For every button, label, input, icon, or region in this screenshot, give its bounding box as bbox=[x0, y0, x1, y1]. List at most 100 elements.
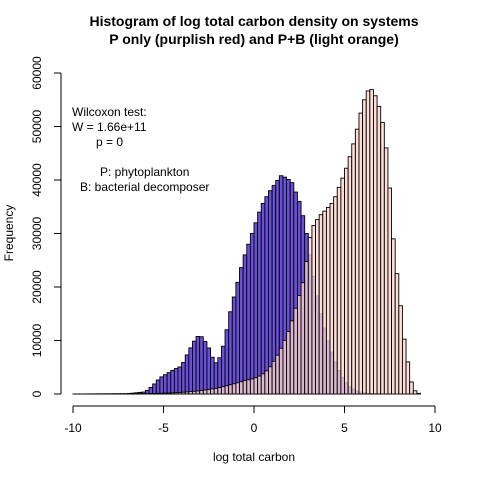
histogram-bar bbox=[286, 331, 291, 395]
y-tick-label: 40000 bbox=[30, 163, 44, 197]
histogram-bar bbox=[322, 210, 327, 395]
histogram-bar bbox=[217, 387, 222, 395]
histogram-bar bbox=[347, 156, 353, 395]
histogram-bar bbox=[163, 392, 168, 395]
histogram-bar bbox=[318, 214, 324, 395]
wilcoxon-annotation: Wilcoxon test: W = 1.66e+11 p = 0 bbox=[72, 105, 147, 149]
histogram-bar bbox=[344, 167, 349, 395]
histogram-bar bbox=[170, 370, 175, 395]
histogram-bar bbox=[202, 389, 208, 395]
histogram-bar bbox=[199, 390, 204, 395]
histogram-bar bbox=[387, 187, 393, 395]
histogram-bar bbox=[354, 128, 360, 395]
y-tick-label: 50000 bbox=[30, 109, 44, 143]
histogram-bar bbox=[152, 393, 157, 395]
histogram-bar bbox=[202, 341, 208, 395]
x-tick-label: -10 bbox=[64, 421, 82, 435]
histogram-bar bbox=[394, 273, 400, 395]
histogram-bar bbox=[340, 177, 345, 395]
histogram-bar bbox=[163, 374, 168, 395]
histogram-bar bbox=[409, 381, 414, 395]
x-tick-label: 10 bbox=[428, 421, 442, 435]
chart-subtitle: P only (purplish red) and P+B (light ora… bbox=[109, 31, 398, 47]
histogram-bar bbox=[249, 233, 255, 395]
histogram-bar bbox=[412, 390, 418, 395]
histogram-bar bbox=[282, 339, 288, 395]
histogram-bar bbox=[184, 354, 190, 395]
histogram-bar bbox=[181, 361, 186, 395]
histogram-bar bbox=[224, 385, 230, 395]
histogram-bar bbox=[391, 238, 396, 395]
histogram-bar bbox=[271, 360, 277, 395]
histogram-bar bbox=[293, 307, 298, 395]
histogram-bar bbox=[264, 196, 269, 395]
histogram-bar bbox=[231, 296, 237, 395]
histogram-bar bbox=[296, 295, 302, 395]
histogram-bar bbox=[173, 368, 179, 395]
x-tick-label: 5 bbox=[341, 421, 348, 435]
histogram-bar bbox=[275, 354, 280, 395]
histogram-bar bbox=[155, 392, 161, 395]
histogram-bar bbox=[188, 391, 193, 395]
histogram-bar bbox=[192, 390, 197, 395]
histogram-bar bbox=[304, 261, 309, 395]
histogram-bar bbox=[159, 376, 164, 395]
histogram-bar bbox=[181, 391, 186, 395]
histogram-bar bbox=[398, 305, 403, 395]
histogram-bars bbox=[72, 89, 421, 395]
wilcoxon-title: Wilcoxon test: bbox=[72, 105, 147, 119]
histogram-bar bbox=[268, 366, 273, 395]
abbreviation-legend: P: phytoplankton B: bacterial decomposer bbox=[80, 165, 209, 194]
histogram-bar bbox=[264, 370, 269, 395]
histogram-bar bbox=[380, 122, 385, 395]
histogram-bar bbox=[206, 347, 212, 395]
y-tick-label: 10000 bbox=[30, 323, 44, 357]
legend-phytoplankton: P: phytoplankton bbox=[100, 165, 189, 179]
histogram-bar bbox=[336, 186, 342, 395]
y-tick-label: 20000 bbox=[30, 270, 44, 304]
histogram-bar bbox=[311, 225, 316, 395]
histogram-bar bbox=[249, 378, 255, 395]
histogram-bar bbox=[351, 143, 356, 395]
histogram-bar bbox=[195, 390, 201, 395]
histogram-bar bbox=[289, 320, 295, 395]
histogram-bar bbox=[173, 392, 179, 395]
x-axis-label: log total carbon bbox=[213, 450, 295, 464]
histogram-bar bbox=[257, 211, 262, 395]
histogram-bar bbox=[383, 147, 389, 395]
histogram-bar bbox=[148, 387, 154, 395]
histogram-bar bbox=[315, 219, 320, 395]
histogram-bar bbox=[184, 391, 190, 395]
histogram-bar bbox=[260, 202, 266, 395]
y-axis-label: Frequency bbox=[2, 205, 16, 262]
histogram-bar bbox=[206, 389, 212, 395]
histogram-bar bbox=[362, 99, 367, 395]
histogram-bar bbox=[405, 361, 411, 395]
histogram-bar bbox=[329, 202, 335, 395]
x-tick-label: -5 bbox=[158, 421, 169, 435]
histogram-bar bbox=[220, 386, 226, 395]
histogram-bar bbox=[199, 336, 204, 395]
axis-ticks: -10 -5 0 5 10 0 10000 20000 30000 40000 50000 60000 bbox=[30, 56, 442, 435]
histogram-bar bbox=[239, 267, 244, 395]
histogram-bar bbox=[224, 329, 230, 395]
histogram-bar bbox=[192, 340, 197, 395]
y-tick-label: 60000 bbox=[30, 56, 44, 90]
histogram-bar bbox=[177, 392, 183, 395]
histogram-series-2 bbox=[72, 89, 421, 395]
histogram-bar bbox=[177, 366, 183, 395]
histogram-bar bbox=[300, 282, 306, 395]
x-tick-label: 0 bbox=[251, 421, 258, 435]
histogram-bar bbox=[242, 380, 248, 395]
histogram-bar bbox=[170, 392, 175, 395]
histogram-bar bbox=[188, 347, 193, 395]
histogram-bar bbox=[231, 383, 237, 395]
y-tick-label: 0 bbox=[30, 390, 44, 397]
histogram-bar bbox=[373, 95, 378, 395]
chart-title: Histogram of log total carbon density on… bbox=[89, 13, 418, 29]
histogram-bar bbox=[213, 387, 219, 395]
histogram-bar bbox=[242, 254, 248, 395]
histogram-bar bbox=[325, 206, 331, 395]
histogram-bar bbox=[365, 90, 371, 395]
